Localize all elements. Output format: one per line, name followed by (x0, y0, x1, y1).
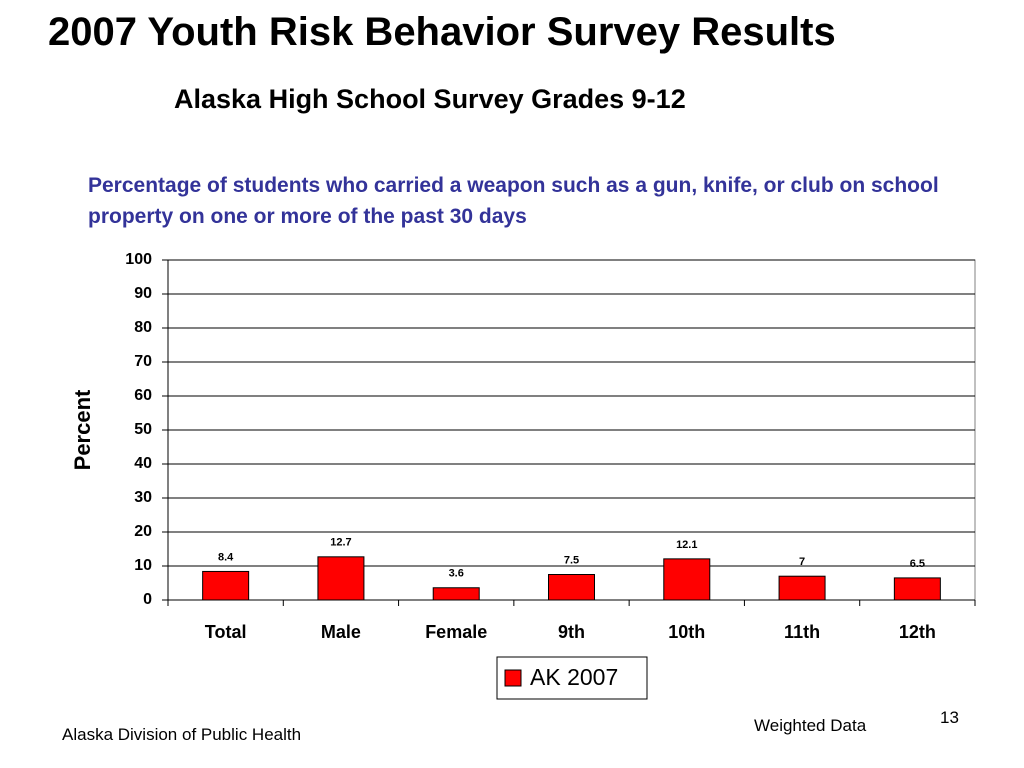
y-tick-label: 90 (134, 285, 152, 302)
y-tick-label: 100 (125, 251, 152, 268)
y-tick-label: 70 (134, 353, 152, 370)
page-number: 13 (940, 708, 959, 727)
x-tick-label: 9th (558, 622, 585, 642)
y-tick-label: 10 (134, 557, 152, 574)
y-axis-label: Percent (70, 389, 95, 470)
value-label: 8.4 (218, 551, 234, 563)
x-tick-label: Female (425, 622, 487, 642)
y-tick-label: 0 (143, 591, 152, 608)
y-tick-label: 80 (134, 319, 152, 336)
x-tick-label: 12th (899, 622, 936, 642)
legend: AK 2007 (496, 656, 648, 700)
y-tick-label: 30 (134, 489, 152, 506)
bar (893, 577, 941, 601)
value-label: 12.1 (676, 539, 697, 551)
slide-subtitle: Alaska High School Survey Grades 9-12 (174, 84, 686, 114)
value-label: 7.5 (564, 554, 579, 566)
value-label: 7 (799, 556, 805, 568)
bar (548, 574, 595, 601)
y-tick-label: 40 (134, 455, 152, 472)
x-tick-label: Male (321, 622, 361, 642)
bar (317, 556, 365, 601)
x-tick-label: 10th (668, 622, 705, 642)
slide-title: 2007 Youth Risk Behavior Survey Results (48, 10, 836, 54)
value-label: 3.6 (449, 568, 464, 580)
footer-right: Weighted Data (754, 716, 867, 735)
value-label: 12.7 (330, 537, 351, 549)
x-tick-label: 11th (784, 622, 820, 642)
legend-box (496, 656, 648, 700)
bar (778, 575, 826, 601)
chart-title: Percentage of students who carried a wea… (88, 174, 939, 228)
bar (663, 558, 711, 601)
legend-swatch (504, 669, 522, 687)
y-tick-label: 20 (134, 523, 152, 540)
bar (202, 570, 250, 601)
y-tick-label: 50 (134, 421, 152, 438)
bar (432, 587, 480, 601)
legend-label: AK 2007 (530, 664, 618, 690)
x-tick-label: Total (205, 622, 247, 642)
footer-left: Alaska Division of Public Health (62, 725, 302, 744)
value-label: 6.5 (910, 558, 925, 570)
y-tick-label: 60 (134, 387, 152, 404)
